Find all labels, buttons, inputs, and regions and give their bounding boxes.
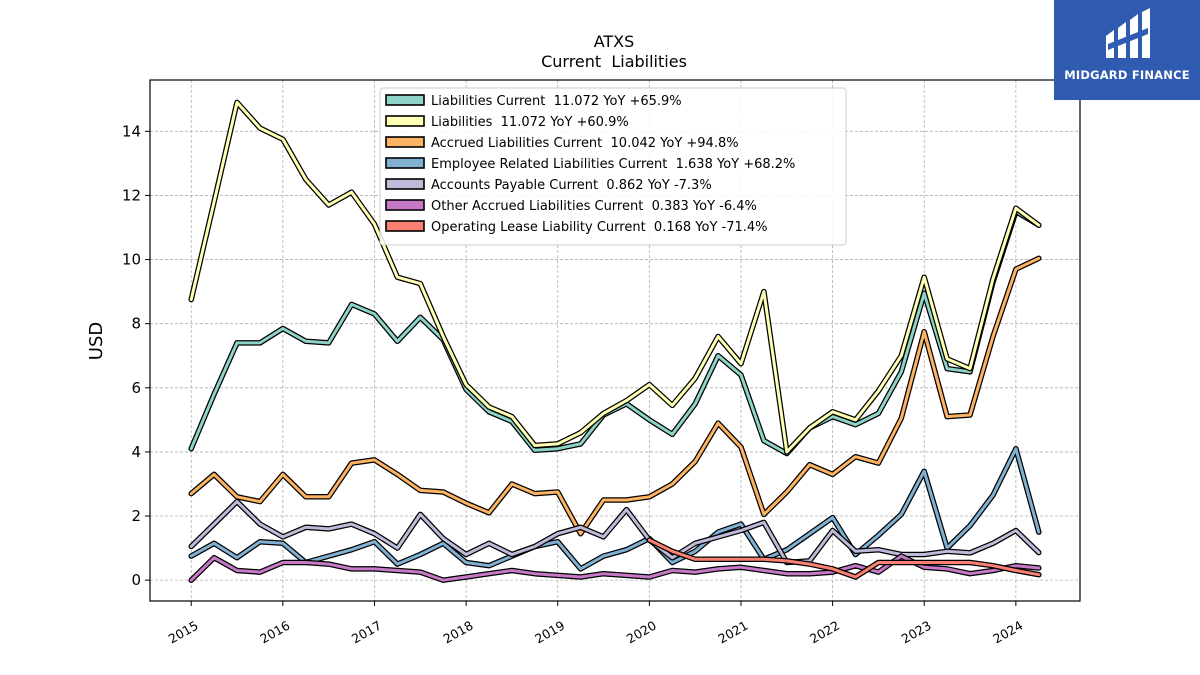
legend-swatch xyxy=(385,178,425,190)
series-line xyxy=(189,500,1041,564)
series-employee-related-liabilities-current xyxy=(188,445,1042,572)
series-accounts-payable-current xyxy=(188,498,1042,566)
legend-swatch xyxy=(385,115,425,127)
legend-swatch xyxy=(385,157,425,169)
series-line xyxy=(647,538,1041,579)
logo-icon xyxy=(1106,8,1150,58)
series-operating-lease-liability-current xyxy=(646,537,1042,580)
y-tick-label: 14 xyxy=(122,122,141,140)
series-accrued-liabilities-current xyxy=(188,255,1042,537)
series-liabilities xyxy=(188,99,1042,455)
series-other-accrued-liabilities-current xyxy=(188,553,1042,583)
legend-swatch xyxy=(385,199,425,211)
y-tick-label: 0 xyxy=(131,571,141,589)
chart-subtitle: Current Liabilities xyxy=(541,52,687,71)
y-tick-label: 2 xyxy=(131,507,141,525)
y-tick-label: 12 xyxy=(122,186,141,204)
legend-entry: Other Accrued Liabilities Current 0.383 … xyxy=(431,199,757,214)
chart-title: ATXS xyxy=(594,32,635,51)
legend-entry: Operating Lease Liability Current 0.168 … xyxy=(431,220,768,235)
legend: Liabilities Current 11.072 YoY +65.9% Lia… xyxy=(379,87,847,246)
y-tick-label: 10 xyxy=(122,251,141,269)
series-line xyxy=(189,256,1041,536)
legend-entry: Accrued Liabilities Current 10.042 YoY +… xyxy=(431,136,739,151)
watermark-text: MIDGARD FINANCE xyxy=(1064,68,1190,82)
legend-entry: Employee Related Liabilities Current 1.6… xyxy=(431,157,795,172)
legend-swatch xyxy=(385,220,425,232)
legend-entry: Accounts Payable Current 0.862 YoY -7.3% xyxy=(431,178,712,193)
series-line xyxy=(189,554,1041,582)
y-tick-label: 8 xyxy=(131,315,141,333)
series-line xyxy=(189,447,1041,571)
y-tick-label: 6 xyxy=(131,379,141,397)
series-line xyxy=(189,100,1041,454)
legend-swatch xyxy=(385,94,425,106)
y-axis-label: USD xyxy=(86,322,107,360)
legend-entry: Liabilities Current 11.072 YoY +65.9% xyxy=(431,94,682,109)
plot-frame xyxy=(149,79,1081,602)
y-tick-label: 4 xyxy=(131,443,141,461)
legend-swatch xyxy=(385,136,425,148)
legend-entry: Liabilities 11.072 YoY +60.9% xyxy=(431,115,629,130)
series-lines xyxy=(188,99,1042,583)
watermark-logo: MIDGARD FINANCE xyxy=(1054,0,1200,100)
legend-box xyxy=(379,87,847,246)
